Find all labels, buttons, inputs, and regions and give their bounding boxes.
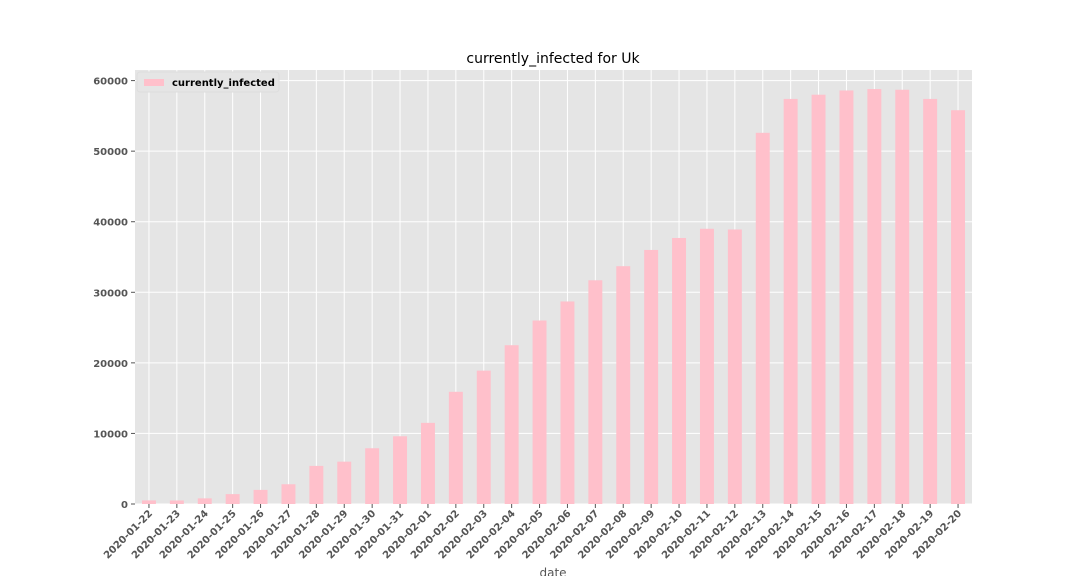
bar-2020-02-01 bbox=[420, 422, 435, 504]
bars bbox=[141, 89, 966, 505]
x-tick-label: 2020-02-18 bbox=[855, 508, 908, 561]
legend-label: currently_infected bbox=[172, 78, 275, 89]
bar-2020-02-17 bbox=[867, 89, 882, 505]
x-tick-label: 2020-01-25 bbox=[186, 508, 239, 561]
bar-2020-02-06 bbox=[560, 301, 575, 504]
bar-2020-01-27 bbox=[281, 484, 296, 504]
x-tick-label: 2020-02-13 bbox=[716, 508, 769, 561]
x-tick-label: 2020-02-03 bbox=[437, 508, 490, 561]
x-tick-label: 2020-02-17 bbox=[827, 508, 880, 561]
y-axis-ticks: 0 10000 20000 30000 40000 50000 60000 bbox=[93, 77, 135, 511]
x-tick-label: 2020-02-16 bbox=[800, 508, 853, 561]
bar-2020-02-05 bbox=[532, 320, 547, 504]
bar-2020-02-15 bbox=[811, 94, 826, 504]
legend-swatch bbox=[144, 79, 164, 86]
x-tick-label: 2020-02-04 bbox=[465, 508, 518, 561]
x-tick-label: 2020-02-06 bbox=[521, 508, 574, 561]
x-tick-label: 2020-02-02 bbox=[409, 508, 462, 561]
x-tick-label: 2020-01-30 bbox=[325, 508, 378, 561]
bar-2020-01-23 bbox=[169, 500, 184, 504]
x-tick-label: 2020-02-01 bbox=[381, 508, 434, 561]
x-tick-label: 2020-01-22 bbox=[102, 508, 155, 561]
x-tick-label: 2020-01-28 bbox=[269, 508, 322, 561]
x-tick-label: 2020-01-29 bbox=[297, 508, 350, 561]
x-tick-label: 2020-02-10 bbox=[632, 508, 685, 561]
bar-2020-02-20 bbox=[951, 110, 966, 504]
x-tick-label: 2020-02-08 bbox=[576, 508, 629, 561]
bar-2020-01-28 bbox=[309, 465, 324, 504]
x-tick-label: 2020-02-09 bbox=[604, 508, 657, 561]
bar-2020-02-18 bbox=[895, 89, 910, 505]
x-tick-label: 2020-02-11 bbox=[660, 508, 713, 561]
bar-2020-02-12 bbox=[727, 229, 742, 504]
bar-2020-01-31 bbox=[393, 436, 408, 504]
bar-2020-02-16 bbox=[839, 90, 854, 505]
bar-2020-02-14 bbox=[783, 98, 798, 504]
x-tick-label: 2020-02-19 bbox=[883, 508, 936, 561]
x-tick-label: 2020-01-31 bbox=[353, 508, 406, 561]
bar-2020-01-22 bbox=[141, 500, 156, 504]
x-axis-label: date bbox=[539, 566, 566, 576]
y-tick-label: 40000 bbox=[93, 218, 128, 229]
bar-2020-02-07 bbox=[588, 280, 603, 504]
x-tick-label: 2020-02-05 bbox=[493, 508, 546, 561]
x-tick-label: 2020-02-07 bbox=[548, 508, 601, 561]
x-tick-label: 2020-02-12 bbox=[688, 508, 741, 561]
x-tick-label: 2020-01-27 bbox=[242, 508, 295, 561]
x-tick-label: 2020-02-14 bbox=[744, 508, 797, 561]
x-tick-label: 2020-02-20 bbox=[911, 508, 964, 561]
x-tick-label: 2020-01-26 bbox=[214, 508, 267, 561]
x-tick-label: 2020-02-15 bbox=[772, 508, 825, 561]
x-axis-ticks: 2020-01-222020-01-232020-01-242020-01-25… bbox=[102, 504, 964, 561]
bar-2020-02-13 bbox=[755, 132, 770, 504]
y-tick-label: 0 bbox=[121, 500, 128, 511]
plot-area bbox=[135, 70, 972, 504]
y-tick-label: 10000 bbox=[93, 429, 128, 440]
legend-frame bbox=[136, 71, 280, 93]
x-tick-label: 2020-01-23 bbox=[130, 508, 183, 561]
chart-title: currently_infected for Uk bbox=[466, 51, 640, 67]
bar-2020-01-25 bbox=[225, 494, 240, 504]
bar-2020-01-30 bbox=[365, 448, 380, 504]
legend: currently_infected bbox=[136, 71, 280, 93]
y-tick-label: 30000 bbox=[93, 288, 128, 299]
bar-2020-01-29 bbox=[337, 461, 352, 504]
bar-2020-02-03 bbox=[476, 370, 491, 504]
bar-2020-02-02 bbox=[448, 391, 463, 504]
bar-2020-02-08 bbox=[616, 266, 631, 504]
bar-2020-02-19 bbox=[923, 98, 938, 504]
y-tick-label: 50000 bbox=[93, 147, 128, 158]
bar-2020-02-10 bbox=[672, 237, 687, 504]
bar-2020-02-09 bbox=[644, 249, 659, 504]
bar-2020-02-11 bbox=[699, 228, 714, 504]
bar-2020-01-26 bbox=[253, 489, 268, 504]
x-tick-label: 2020-01-24 bbox=[158, 508, 211, 561]
bar-2020-02-04 bbox=[504, 345, 519, 504]
bar-2020-01-24 bbox=[197, 498, 212, 504]
y-tick-label: 60000 bbox=[93, 77, 128, 88]
y-tick-label: 20000 bbox=[93, 359, 128, 370]
